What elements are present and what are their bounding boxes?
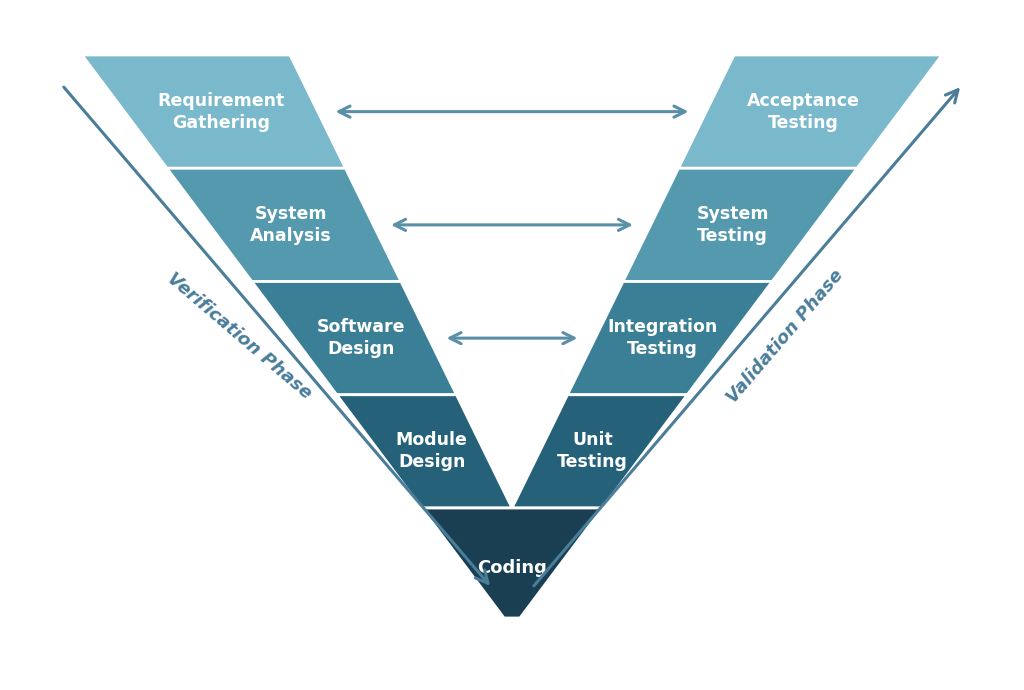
Text: Verification Phase: Verification Phase [163,270,314,403]
Polygon shape [82,55,345,168]
Text: Software
Design: Software Design [317,318,406,358]
Polygon shape [567,282,772,395]
Text: Requirement
Gathering: Requirement Gathering [158,92,285,132]
Polygon shape [167,168,401,282]
Text: Module
Design: Module Design [395,431,468,471]
Polygon shape [679,55,942,168]
Polygon shape [623,168,857,282]
Text: System
Analysis: System Analysis [251,205,332,245]
Polygon shape [422,508,602,618]
Polygon shape [337,395,512,508]
Polygon shape [512,395,687,508]
Text: Coding: Coding [477,559,547,577]
Polygon shape [252,282,457,395]
Text: Unit
Testing: Unit Testing [557,431,628,471]
Text: Acceptance
Testing: Acceptance Testing [746,92,859,132]
Text: Validation Phase: Validation Phase [723,266,847,406]
Text: System
Testing: System Testing [696,205,769,245]
Text: Integration
Testing: Integration Testing [607,318,718,358]
